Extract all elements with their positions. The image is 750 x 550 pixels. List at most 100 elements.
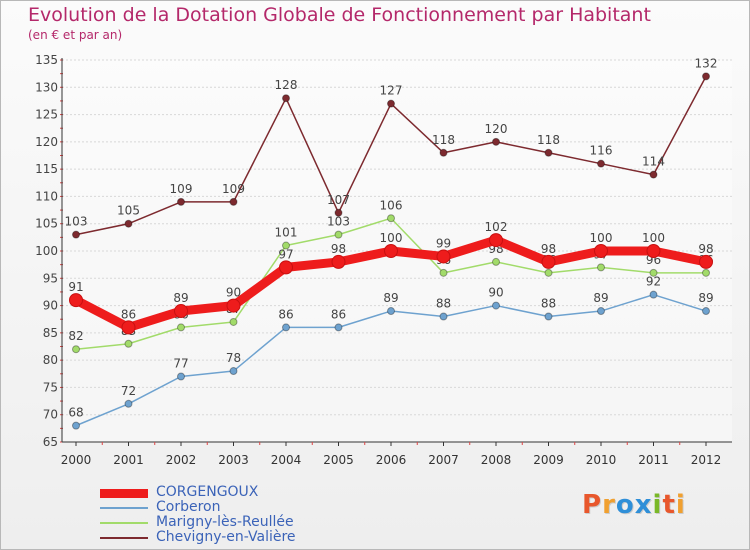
x-tick-label: 2005: [323, 453, 354, 467]
x-tick-label: 2008: [481, 453, 512, 467]
data-point: [699, 254, 713, 269]
x-tick-label: 2000: [61, 453, 92, 467]
data-point: [124, 219, 133, 228]
data-label: 109: [222, 182, 245, 196]
data-point: [177, 323, 185, 332]
data-point: [334, 208, 343, 217]
x-tick-label: 2003: [218, 453, 249, 467]
logo-letter: x: [634, 490, 653, 520]
data-label: 90: [488, 286, 503, 300]
legend-label: Marigny-lès-Reullée: [156, 514, 294, 530]
data-label: 90: [226, 286, 241, 300]
data-point: [436, 249, 451, 264]
data-label: 107: [327, 193, 350, 207]
data-point: [387, 99, 395, 108]
data-point: [702, 307, 710, 316]
data-point: [279, 260, 293, 275]
data-point: [649, 170, 658, 179]
data-label: 102: [485, 220, 508, 234]
data-label: 89: [173, 291, 188, 305]
legend-swatch-marigny: [100, 522, 148, 524]
y-tick-label: 125: [35, 108, 58, 122]
data-label: 91: [68, 280, 83, 294]
data-label: 78: [226, 351, 241, 365]
data-label: 86: [121, 307, 136, 321]
data-point: [387, 307, 395, 316]
data-label: 92: [646, 275, 661, 289]
data-label: 97: [278, 247, 293, 261]
data-label: 88: [436, 296, 451, 310]
chart-subtitle: (en € et par an): [28, 28, 123, 42]
x-tick-label: 2002: [166, 453, 197, 467]
data-point: [282, 94, 290, 103]
data-label: 86: [278, 307, 293, 321]
data-point: [702, 72, 710, 81]
y-tick-label: 115: [35, 162, 58, 176]
data-point: [334, 323, 343, 332]
data-point: [124, 399, 133, 408]
data-label: 100: [380, 231, 403, 245]
data-point: [72, 421, 80, 430]
data-point: [331, 254, 346, 269]
x-tick-label: 2006: [376, 453, 407, 467]
data-label: 109: [170, 182, 193, 196]
data-label: 114: [642, 155, 665, 169]
data-label: 77: [173, 357, 188, 371]
logo-letter: o: [615, 490, 635, 520]
data-label: 120: [485, 122, 508, 136]
data-label: 103: [327, 215, 350, 229]
data-point: [492, 137, 500, 146]
logo-letter: t: [662, 490, 676, 520]
x-tick-label: 2009: [533, 453, 564, 467]
data-label: 89: [698, 291, 713, 305]
data-point: [174, 304, 188, 319]
x-tick-label: 2012: [691, 453, 722, 467]
logo-letter: i: [652, 490, 663, 520]
data-label: 98: [331, 242, 346, 256]
y-tick-label: 70: [43, 408, 58, 422]
x-tick-label: 2004: [271, 453, 302, 467]
data-point: [282, 323, 290, 332]
data-point: [702, 268, 710, 277]
data-label: 68: [68, 406, 83, 420]
data-point: [492, 257, 500, 266]
legend-label: Chevigny-en-Valière: [156, 529, 296, 545]
data-label: 118: [537, 133, 560, 147]
data-point: [69, 293, 83, 308]
data-point: [439, 148, 448, 157]
y-tick-label: 105: [35, 217, 58, 231]
data-point: [544, 148, 553, 157]
data-label: 103: [65, 215, 88, 229]
data-point: [597, 263, 605, 272]
data-label: 105: [117, 204, 140, 218]
y-tick-label: 100: [35, 244, 58, 258]
data-label: 99: [436, 236, 451, 250]
data-point: [492, 301, 500, 310]
data-point: [334, 230, 343, 239]
data-label: 100: [642, 231, 665, 245]
data-point: [72, 230, 80, 239]
logo-letter: P: [582, 490, 603, 520]
data-point: [439, 268, 448, 277]
data-point: [594, 244, 608, 258]
data-point: [489, 233, 503, 248]
data-label: 100: [590, 231, 613, 245]
y-tick-label: 120: [35, 135, 58, 149]
data-point: [597, 159, 605, 168]
y-tick-label: 90: [43, 299, 58, 313]
logo-letter: i: [675, 490, 686, 520]
legend-label: Corberon: [156, 499, 221, 515]
data-label: 88: [541, 296, 556, 310]
data-point: [646, 244, 661, 258]
data-label: 98: [541, 242, 556, 256]
data-point: [72, 345, 80, 354]
data-point: [439, 312, 448, 321]
data-point: [597, 307, 605, 316]
chart-title: Evolution de la Dotation Globale de Fonc…: [28, 4, 651, 26]
y-tick-label: 135: [35, 53, 58, 67]
x-tick-label: 2011: [638, 453, 669, 467]
data-point: [541, 254, 556, 269]
data-point: [387, 214, 395, 223]
